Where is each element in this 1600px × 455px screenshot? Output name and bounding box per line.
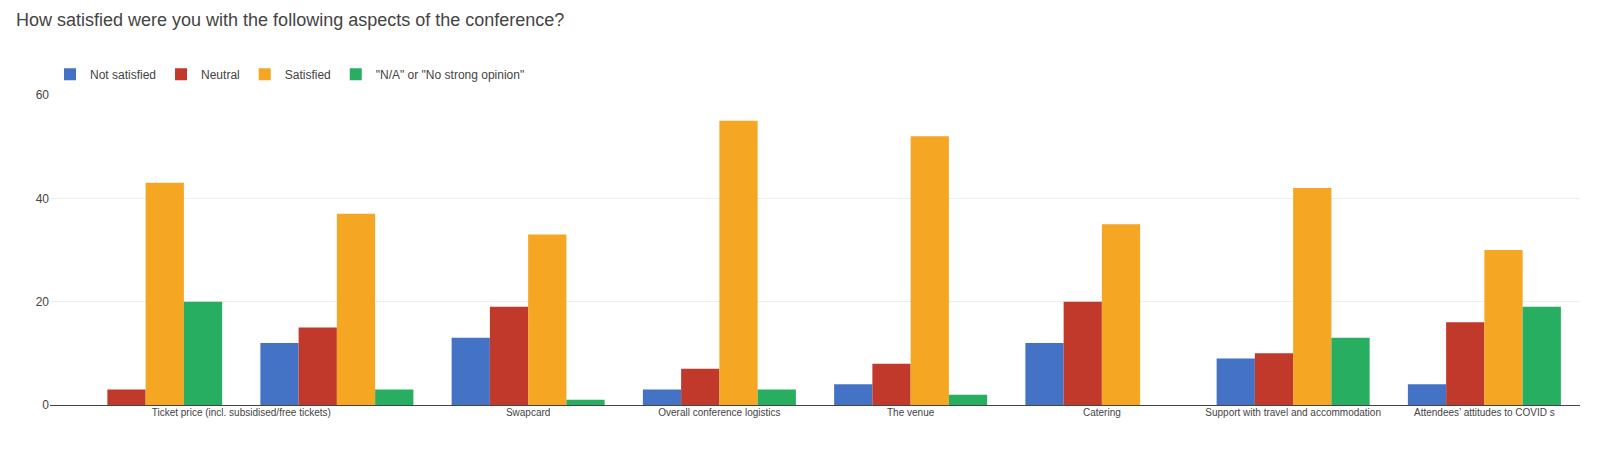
svg-text:Catering: Catering [1083,407,1121,418]
svg-text:20: 20 [36,295,50,309]
svg-text:Attendees’ attitudes to COVID: Attendees’ attitudes to COVID s [1414,407,1555,418]
svg-text:Ticket price (incl. subsidised: Ticket price (incl. subsidised/free tick… [152,407,331,418]
svg-text:Satisfied: Satisfied [285,68,331,82]
svg-text:How satisfied were you with th: How satisfied were you with the followin… [16,10,564,30]
svg-text:60: 60 [36,88,50,102]
svg-text:Swapcard: Swapcard [506,407,550,418]
svg-text:Neutral: Neutral [201,68,240,82]
svg-text:0: 0 [42,398,49,412]
svg-text:"N/A" or "No strong opinion": "N/A" or "No strong opinion" [376,68,524,82]
svg-text:Support with travel and accomm: Support with travel and accommodation [1205,407,1381,418]
svg-text:Not satisfied: Not satisfied [90,68,156,82]
svg-text:The venue: The venue [887,407,935,418]
svg-text:Overall conference logistics: Overall conference logistics [658,407,780,418]
svg-text:40: 40 [36,192,50,206]
